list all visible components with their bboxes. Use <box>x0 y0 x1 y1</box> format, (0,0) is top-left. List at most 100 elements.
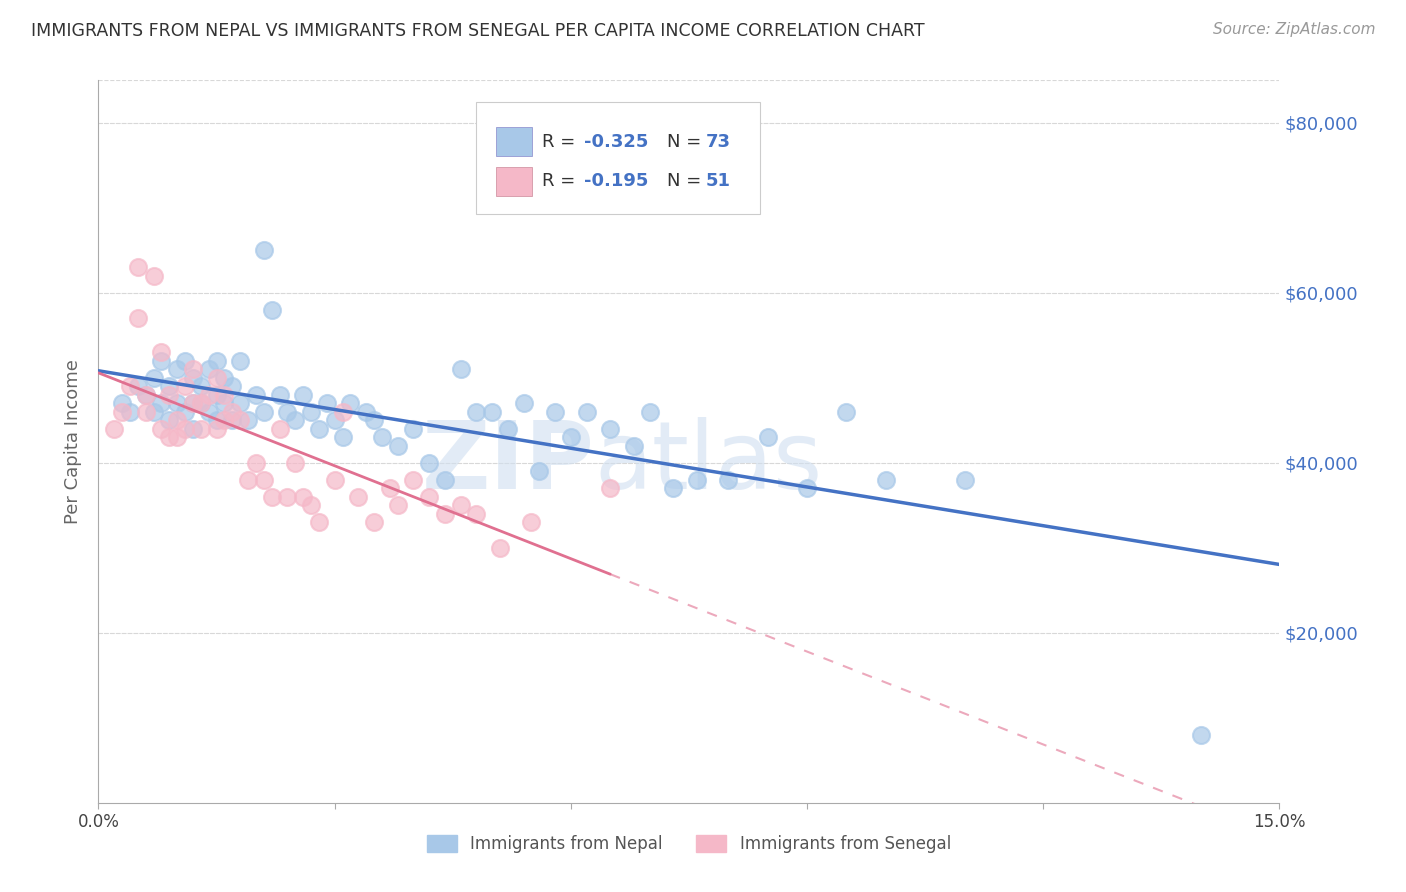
Point <box>142 405 165 419</box>
Point <box>544 405 567 419</box>
Point <box>135 405 157 419</box>
Point <box>433 473 456 487</box>
Point <box>150 353 173 368</box>
Point <box>1189 728 1212 742</box>
Point <box>205 413 228 427</box>
Point <box>402 422 425 436</box>
Point <box>214 413 236 427</box>
Point <box>299 498 322 512</box>
Point <box>229 396 252 410</box>
Point <box>299 405 322 419</box>
Point <box>103 422 125 436</box>
Point <box>135 388 157 402</box>
Point <box>229 353 252 368</box>
Point <box>111 405 134 419</box>
Point <box>387 439 409 453</box>
Point <box>363 413 385 427</box>
Point <box>150 345 173 359</box>
Point <box>166 396 188 410</box>
Point <box>127 311 149 326</box>
Legend: Immigrants from Nepal, Immigrants from Senegal: Immigrants from Nepal, Immigrants from S… <box>420 828 957 860</box>
Point <box>236 413 259 427</box>
Point <box>205 371 228 385</box>
Point <box>686 473 709 487</box>
Point <box>205 388 228 402</box>
Point <box>496 422 519 436</box>
Point <box>245 388 267 402</box>
Point <box>418 490 440 504</box>
Point <box>276 405 298 419</box>
Point <box>756 430 779 444</box>
Point <box>623 439 645 453</box>
Point <box>181 422 204 436</box>
Point <box>433 507 456 521</box>
Point <box>214 388 236 402</box>
Point <box>236 473 259 487</box>
Point <box>450 362 472 376</box>
Point <box>269 422 291 436</box>
Point <box>197 405 219 419</box>
Point <box>402 473 425 487</box>
Point <box>181 396 204 410</box>
Point <box>465 405 488 419</box>
Point <box>174 379 197 393</box>
Point <box>489 541 512 555</box>
FancyBboxPatch shape <box>477 102 759 214</box>
Point <box>118 379 141 393</box>
Point <box>875 473 897 487</box>
Point <box>292 388 315 402</box>
Point <box>418 456 440 470</box>
Point <box>166 430 188 444</box>
Point <box>127 260 149 275</box>
Point <box>118 405 141 419</box>
Point <box>599 481 621 495</box>
Point <box>354 405 377 419</box>
Text: 73: 73 <box>706 133 731 151</box>
Point <box>284 413 307 427</box>
Text: Source: ZipAtlas.com: Source: ZipAtlas.com <box>1212 22 1375 37</box>
Point <box>387 498 409 512</box>
Point <box>323 473 346 487</box>
Point <box>150 396 173 410</box>
Point <box>142 268 165 283</box>
Y-axis label: Per Capita Income: Per Capita Income <box>65 359 83 524</box>
Point <box>339 396 361 410</box>
Point <box>378 481 401 495</box>
Point <box>253 244 276 258</box>
Point <box>214 396 236 410</box>
Point <box>166 413 188 427</box>
Point <box>292 490 315 504</box>
FancyBboxPatch shape <box>496 167 531 196</box>
Text: -0.325: -0.325 <box>583 133 648 151</box>
Point <box>717 473 740 487</box>
Text: IMMIGRANTS FROM NEPAL VS IMMIGRANTS FROM SENEGAL PER CAPITA INCOME CORRELATION C: IMMIGRANTS FROM NEPAL VS IMMIGRANTS FROM… <box>31 22 925 40</box>
Point <box>174 422 197 436</box>
Point <box>197 362 219 376</box>
Point <box>599 422 621 436</box>
Point <box>560 430 582 444</box>
Point <box>221 413 243 427</box>
Point <box>166 362 188 376</box>
Point <box>835 405 858 419</box>
Point <box>575 405 598 419</box>
Point <box>181 396 204 410</box>
Point <box>197 388 219 402</box>
Text: -0.195: -0.195 <box>583 172 648 190</box>
Point <box>245 456 267 470</box>
Point <box>142 371 165 385</box>
Point <box>157 379 180 393</box>
Point <box>181 371 204 385</box>
Point <box>157 430 180 444</box>
Point <box>190 422 212 436</box>
Point <box>229 413 252 427</box>
Point <box>363 516 385 530</box>
Point <box>796 481 818 495</box>
Point <box>221 405 243 419</box>
Point <box>308 516 330 530</box>
Point <box>276 490 298 504</box>
Point <box>150 422 173 436</box>
Point <box>221 379 243 393</box>
FancyBboxPatch shape <box>496 128 531 156</box>
Point <box>190 379 212 393</box>
Point <box>157 413 180 427</box>
